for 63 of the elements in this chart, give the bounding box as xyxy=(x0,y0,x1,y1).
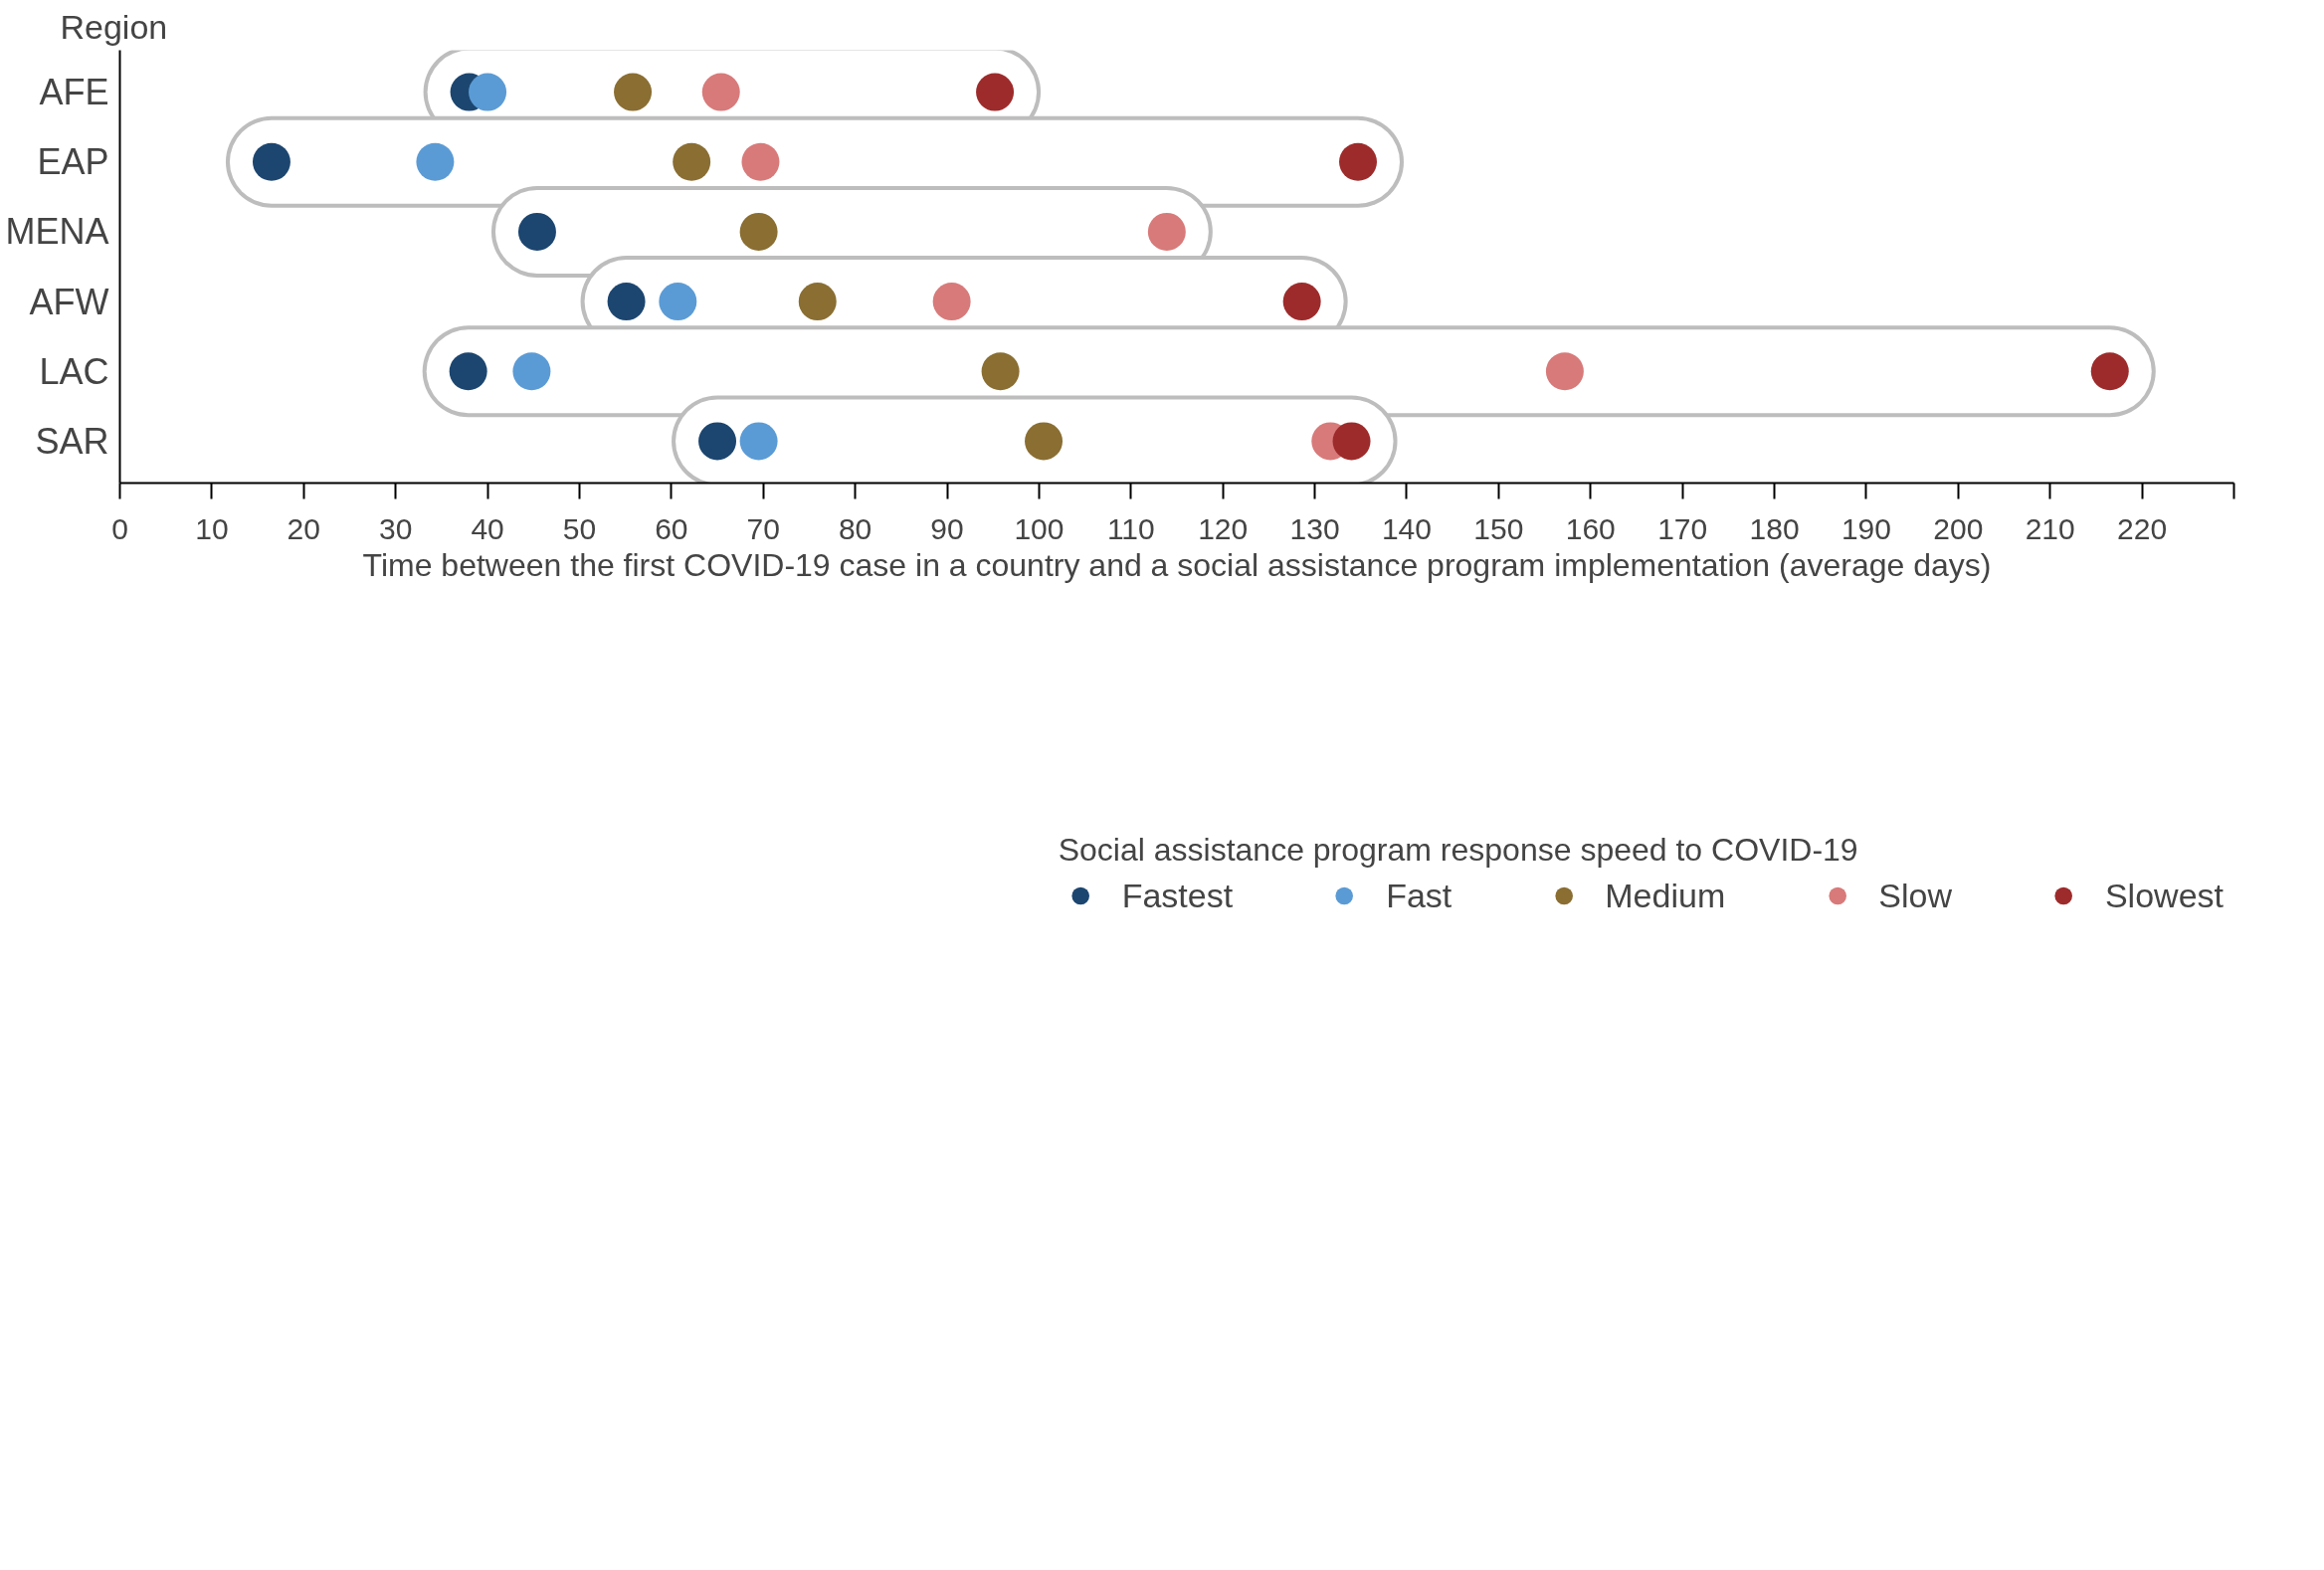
y-tick-label: MENA xyxy=(5,211,109,253)
legend-label: Slow xyxy=(1878,876,1952,915)
x-tick-label: 210 xyxy=(2025,511,2075,545)
x-tick-label: 90 xyxy=(930,511,964,545)
x-tick-label: 80 xyxy=(838,511,872,545)
point xyxy=(932,283,971,321)
y-tick-label: SAR xyxy=(35,420,109,462)
x-tick-label: 70 xyxy=(746,511,780,545)
point xyxy=(449,352,487,391)
point xyxy=(739,422,778,461)
point xyxy=(517,212,556,251)
point xyxy=(1339,142,1378,181)
point xyxy=(976,73,1015,111)
point xyxy=(798,283,837,321)
x-tick-label: 50 xyxy=(562,511,597,545)
point xyxy=(1147,212,1186,251)
x-tick-label: 110 xyxy=(1106,511,1155,545)
x-axis-title: Time between the first COVID-19 case in a country and a social assistance program implementation (average days) xyxy=(362,546,1992,583)
x-tick-label: 170 xyxy=(1657,511,1708,545)
x-tick-label: 0 xyxy=(111,511,128,545)
y-tick-label: AFE xyxy=(39,72,109,113)
x-tick-label: 140 xyxy=(1381,511,1433,545)
y-tick-label: AFW xyxy=(29,281,109,322)
x-tick-label: 180 xyxy=(1749,511,1800,545)
x-tick-label: 200 xyxy=(1933,511,1984,545)
point xyxy=(673,142,711,181)
point xyxy=(1545,352,1584,391)
legend-label: Fastest xyxy=(1121,876,1234,915)
legend-label: Medium xyxy=(1605,876,1726,915)
legend-title: Social assistance program response speed to COVID-19 xyxy=(1058,832,1859,869)
x-tick-label: 130 xyxy=(1289,511,1340,545)
point xyxy=(2090,352,2129,391)
y-tick-label: EAP xyxy=(37,141,109,183)
legend-label: Fast xyxy=(1386,876,1452,915)
point xyxy=(512,352,551,391)
point xyxy=(659,283,697,321)
x-tick-label: 60 xyxy=(655,511,688,545)
legend-label: Slowest xyxy=(2104,876,2224,915)
point xyxy=(1282,283,1321,321)
x-tick-label: 30 xyxy=(378,511,413,545)
point xyxy=(698,422,737,461)
point xyxy=(739,212,778,251)
x-tick-label: 120 xyxy=(1198,511,1249,545)
x-tick-label: 160 xyxy=(1565,511,1616,545)
point xyxy=(701,73,740,111)
point xyxy=(416,142,455,181)
point xyxy=(981,352,1020,391)
x-tick-label: 20 xyxy=(287,511,320,545)
point xyxy=(1025,422,1064,461)
x-tick-label: 150 xyxy=(1473,511,1524,545)
x-tick-label: 190 xyxy=(1840,511,1891,545)
x-tick-label: 220 xyxy=(2117,511,2168,545)
y-axis-title: Region xyxy=(60,7,168,46)
y-tick-label: LAC xyxy=(39,350,109,392)
x-tick-label: 100 xyxy=(1014,511,1065,545)
point xyxy=(614,73,653,111)
point xyxy=(1332,422,1371,461)
x-tick-label: 10 xyxy=(195,511,229,545)
point xyxy=(607,283,646,321)
point xyxy=(741,142,780,181)
x-tick-label: 40 xyxy=(471,511,504,545)
point xyxy=(252,142,290,181)
point xyxy=(469,73,507,111)
